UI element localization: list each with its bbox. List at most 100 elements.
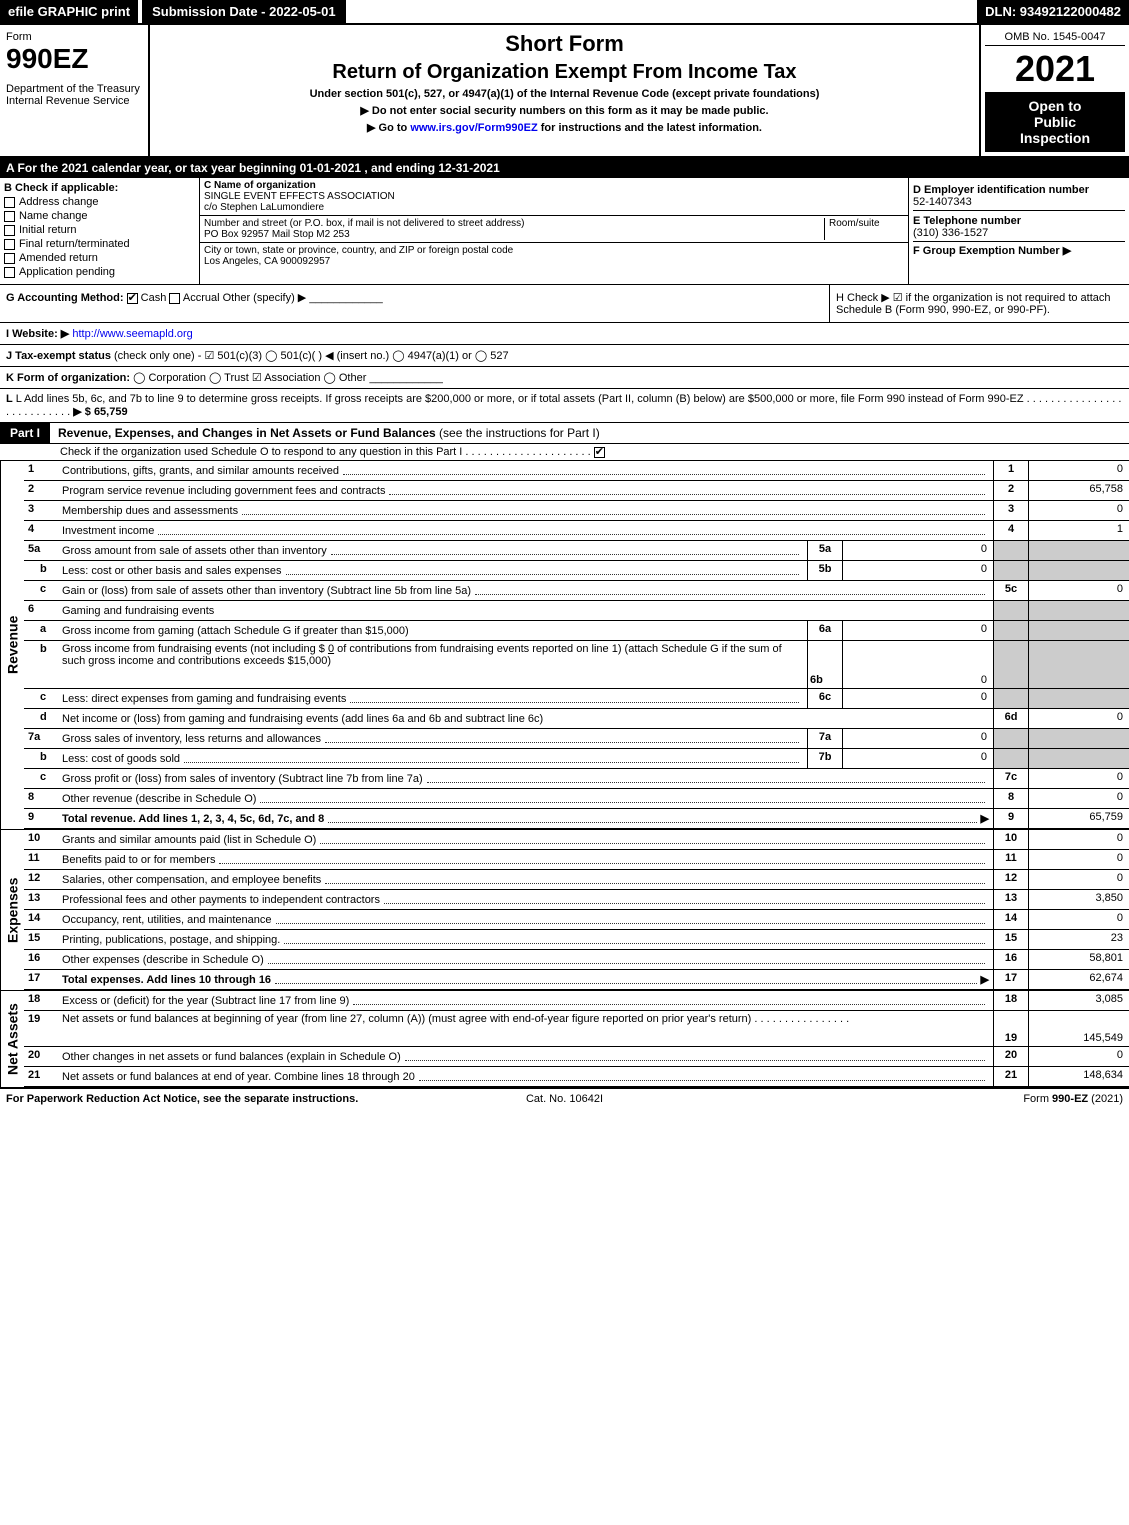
check-address-change[interactable]: Address change [4,196,195,208]
line-19: 19 Net assets or fund balances at beginn… [24,1011,1129,1047]
line-5a-value: 0 [843,541,993,560]
line-3-value: 0 [1029,501,1129,520]
box-def: D Employer identification number 52-1407… [909,178,1129,284]
line-15-value: 23 [1029,930,1129,949]
line-4: 4 Investment income 4 1 [24,521,1129,541]
box-c-name: C Name of organization SINGLE EVENT EFFE… [200,178,908,216]
row-k: K Form of organization: ◯ Corporation ◯ … [0,367,1129,389]
check-final-return[interactable]: Final return/terminated [4,238,195,250]
line-2: 2 Program service revenue including gove… [24,481,1129,501]
line-18: 18 Excess or (deficit) for the year (Sub… [24,991,1129,1011]
check-name-change[interactable]: Name change [4,210,195,222]
line-10-value: 0 [1029,830,1129,849]
footer-center: Cat. No. 10642I [378,1093,750,1105]
line-19-value: 145,549 [1029,1011,1129,1046]
line-3: 3 Membership dues and assessments 3 0 [24,501,1129,521]
top-bar: efile GRAPHIC print Submission Date - 20… [0,0,1129,25]
line-1: 1 Contributions, gifts, grants, and simi… [24,461,1129,481]
line-21: 21 Net assets or fund balances at end of… [24,1067,1129,1087]
check-application-pending[interactable]: Application pending [4,266,195,278]
line-9: 9 Total revenue. Add lines 1, 2, 3, 4, 5… [24,809,1129,829]
main-title: Return of Organization Exempt From Incom… [156,61,973,84]
line-7c: c Gross profit or (loss) from sales of i… [24,769,1129,789]
line-5c: c Gain or (loss) from sale of assets oth… [24,581,1129,601]
line-15: 15 Printing, publications, postage, and … [24,930,1129,950]
line-2-value: 65,758 [1029,481,1129,500]
box-c-city: City or town, state or province, country… [200,243,908,269]
line-6c-value: 0 [843,689,993,708]
line-6c: c Less: direct expenses from gaming and … [24,689,1129,709]
header-left: Form 990EZ Department of the TreasuryInt… [0,25,150,156]
org-co: c/o Stephen LaLumondiere [204,202,324,213]
line-7b-value: 0 [843,749,993,768]
expenses-label: Expenses [0,830,24,990]
check-schedule-o[interactable] [594,447,605,458]
address-section: Number and street (or P.O. box, if mail … [204,218,824,240]
under-section-text: Under section 501(c), 527, or 4947(a)(1)… [156,88,973,100]
check-cash[interactable] [127,293,138,304]
line-5a: 5a Gross amount from sale of assets othe… [24,541,1129,561]
line-21-value: 148,634 [1029,1067,1129,1086]
line-6b: b Gross income from fundraising events (… [24,641,1129,689]
form-header: Form 990EZ Department of the TreasuryInt… [0,25,1129,158]
expenses-section: Expenses 10 Grants and similar amounts p… [0,829,1129,990]
website-link[interactable]: http://www.seemapld.org [72,328,192,340]
box-e: E Telephone number (310) 336-1527 [913,213,1125,242]
line-6b-amount: 0 [328,643,334,655]
omb-number: OMB No. 1545-0047 [985,29,1125,46]
line-18-value: 3,085 [1029,991,1129,1010]
header-center: Short Form Return of Organization Exempt… [150,25,979,156]
line-8-value: 0 [1029,789,1129,808]
net-assets-label: Net Assets [0,991,24,1087]
footer: For Paperwork Reduction Act Notice, see … [0,1087,1129,1109]
line-16-value: 58,801 [1029,950,1129,969]
line-5b: b Less: cost or other basis and sales ex… [24,561,1129,581]
info-row: B Check if applicable: Address change Na… [0,178,1129,285]
check-initial-return[interactable]: Initial return [4,224,195,236]
box-f: F Group Exemption Number ▶ [913,244,1125,257]
part1-header: Part I Revenue, Expenses, and Changes in… [0,423,1129,444]
org-city: Los Angeles, CA 900092957 [204,256,330,267]
line-17: 17 Total expenses. Add lines 10 through … [24,970,1129,990]
tax-year: 2021 [985,46,1125,92]
line-14: 14 Occupancy, rent, utilities, and maint… [24,910,1129,930]
submission-date: Submission Date - 2022-05-01 [142,0,346,23]
box-c-address-row: Number and street (or P.O. box, if mail … [200,216,908,243]
line-4-value: 1 [1029,521,1129,540]
line-16: 16 Other expenses (describe in Schedule … [24,950,1129,970]
irs-link[interactable]: www.irs.gov/Form990EZ [410,122,537,134]
gross-receipts-amount: ▶ $ 65,759 [73,406,127,418]
footer-right: Form 990-EZ (2021) [751,1093,1123,1105]
footer-left: For Paperwork Reduction Act Notice, see … [6,1093,378,1105]
line-13: 13 Professional fees and other payments … [24,890,1129,910]
line-11-value: 0 [1029,850,1129,869]
line-13-value: 3,850 [1029,890,1129,909]
part1-title: Revenue, Expenses, and Changes in Net As… [50,423,608,443]
line-12: 12 Salaries, other compensation, and emp… [24,870,1129,890]
expenses-lines: 10 Grants and similar amounts paid (list… [24,830,1129,990]
line-11: 11 Benefits paid to or for members 11 0 [24,850,1129,870]
line-6d: d Net income or (loss) from gaming and f… [24,709,1129,729]
phone-value: (310) 336-1527 [913,227,988,239]
line-7b: b Less: cost of goods sold 7b 0 [24,749,1129,769]
row-i: I Website: ▶ http://www.seemapld.org [0,323,1129,345]
dln-label: DLN: 93492122000482 [977,0,1129,23]
box-g: G Accounting Method: Cash Accrual Other … [0,285,829,322]
box-d: D Employer identification number 52-1407… [913,182,1125,211]
check-schedule-o-row: Check if the organization used Schedule … [0,444,1129,461]
check-amended-return[interactable]: Amended return [4,252,195,264]
line-20: 20 Other changes in net assets or fund b… [24,1047,1129,1067]
line-10: 10 Grants and similar amounts paid (list… [24,830,1129,850]
efile-label[interactable]: efile GRAPHIC print [0,0,138,23]
line-8: 8 Other revenue (describe in Schedule O)… [24,789,1129,809]
check-accrual[interactable] [169,293,180,304]
short-form-title: Short Form [156,31,973,57]
form-number: 990EZ [6,43,142,75]
line-9-value: 65,759 [1029,809,1129,828]
box-b: B Check if applicable: Address change Na… [0,178,200,284]
line-7a: 7a Gross sales of inventory, less return… [24,729,1129,749]
line-12-value: 0 [1029,870,1129,889]
revenue-section: Revenue 1 Contributions, gifts, grants, … [0,461,1129,829]
revenue-label: Revenue [0,461,24,829]
room-suite: Room/suite [824,218,904,240]
